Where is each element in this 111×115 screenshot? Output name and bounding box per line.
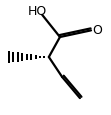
Text: HO: HO xyxy=(28,5,47,18)
Text: O: O xyxy=(93,24,103,36)
